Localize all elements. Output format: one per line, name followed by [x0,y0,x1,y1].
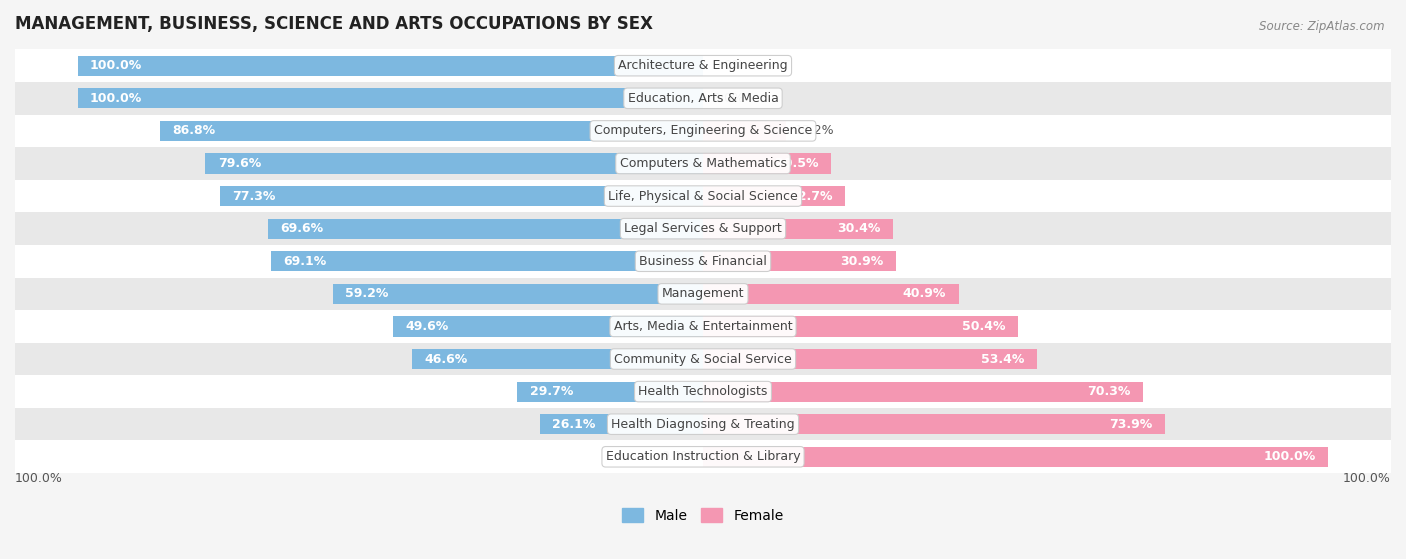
Text: 100.0%: 100.0% [1343,472,1391,485]
Text: 0.0%: 0.0% [662,451,693,463]
Bar [77,55,703,76]
Text: 50.4%: 50.4% [962,320,1005,333]
Bar [15,82,1391,115]
Text: Arts, Media & Entertainment: Arts, Media & Entertainment [613,320,793,333]
Bar [703,121,786,141]
Bar [703,381,1143,402]
Bar [15,180,1391,212]
Text: 49.6%: 49.6% [405,320,449,333]
Text: 59.2%: 59.2% [346,287,388,300]
Bar [392,316,703,337]
Bar [15,310,1391,343]
Text: 22.7%: 22.7% [789,190,832,202]
Text: Business & Financial: Business & Financial [640,255,766,268]
Text: 86.8%: 86.8% [173,125,215,138]
Text: Architecture & Engineering: Architecture & Engineering [619,59,787,72]
Bar [15,278,1391,310]
Text: 53.4%: 53.4% [981,353,1025,366]
Text: Computers, Engineering & Science: Computers, Engineering & Science [593,125,813,138]
Text: MANAGEMENT, BUSINESS, SCIENCE AND ARTS OCCUPATIONS BY SEX: MANAGEMENT, BUSINESS, SCIENCE AND ARTS O… [15,15,652,33]
Text: 100.0%: 100.0% [90,92,142,105]
Bar [15,147,1391,180]
Bar [15,343,1391,375]
Text: 40.9%: 40.9% [903,287,946,300]
Bar [412,349,703,369]
Text: 46.6%: 46.6% [425,353,467,366]
Bar [703,251,896,271]
Bar [703,186,845,206]
Text: 30.9%: 30.9% [841,255,884,268]
Text: 0.0%: 0.0% [713,92,744,105]
Text: 100.0%: 100.0% [1264,451,1316,463]
Bar [540,414,703,434]
Text: 30.4%: 30.4% [837,222,880,235]
Text: 69.6%: 69.6% [280,222,323,235]
Text: 79.6%: 79.6% [218,157,262,170]
Text: 100.0%: 100.0% [90,59,142,72]
Text: Education, Arts & Media: Education, Arts & Media [627,92,779,105]
Bar [15,212,1391,245]
Bar [703,414,1166,434]
Bar [703,153,831,174]
Text: 20.5%: 20.5% [775,157,818,170]
Text: Education Instruction & Library: Education Instruction & Library [606,451,800,463]
Text: Life, Physical & Social Science: Life, Physical & Social Science [609,190,797,202]
Text: 29.7%: 29.7% [530,385,574,398]
Bar [15,245,1391,278]
Bar [703,219,893,239]
Text: 69.1%: 69.1% [284,255,326,268]
Bar [77,88,703,108]
Bar [517,381,703,402]
Bar [160,121,703,141]
Bar [703,349,1038,369]
Bar [15,115,1391,147]
Text: 100.0%: 100.0% [15,472,63,485]
Bar [333,284,703,304]
Bar [15,375,1391,408]
Bar [15,440,1391,473]
Bar [15,408,1391,440]
Bar [219,186,703,206]
Bar [703,316,1018,337]
Text: Legal Services & Support: Legal Services & Support [624,222,782,235]
Text: 26.1%: 26.1% [553,418,596,430]
Bar [267,219,703,239]
Bar [271,251,703,271]
Text: 0.0%: 0.0% [713,59,744,72]
Text: Community & Social Service: Community & Social Service [614,353,792,366]
Bar [205,153,703,174]
Text: 70.3%: 70.3% [1087,385,1130,398]
Text: 73.9%: 73.9% [1109,418,1153,430]
Bar [703,284,959,304]
Text: Computers & Mathematics: Computers & Mathematics [620,157,786,170]
Legend: Male, Female: Male, Female [623,508,783,523]
Bar [703,447,1329,467]
Text: Source: ZipAtlas.com: Source: ZipAtlas.com [1260,20,1385,32]
Text: Management: Management [662,287,744,300]
Text: Health Diagnosing & Treating: Health Diagnosing & Treating [612,418,794,430]
Text: 77.3%: 77.3% [232,190,276,202]
Text: Health Technologists: Health Technologists [638,385,768,398]
Text: 13.2%: 13.2% [794,125,835,138]
Bar [15,49,1391,82]
